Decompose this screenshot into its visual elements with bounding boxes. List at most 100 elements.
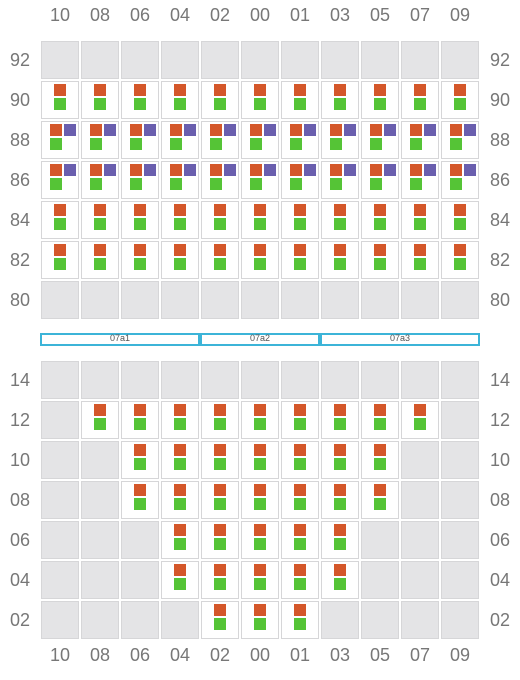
aisle-bar[interactable]: [40, 333, 200, 346]
die-slot[interactable]: [241, 601, 279, 639]
die-slot[interactable]: [401, 81, 439, 119]
die-slot[interactable]: [361, 121, 399, 159]
die-slot[interactable]: [41, 161, 79, 199]
die-slot[interactable]: [241, 561, 279, 599]
die-slot[interactable]: [121, 441, 159, 479]
column-label-bottom: 01: [289, 645, 311, 665]
die-slot[interactable]: [201, 561, 239, 599]
die-slot[interactable]: [41, 201, 79, 239]
die-slot[interactable]: [161, 521, 199, 559]
die-slot[interactable]: [361, 241, 399, 279]
orange-marker: [294, 604, 306, 616]
die-slot[interactable]: [321, 121, 359, 159]
die-slot[interactable]: [201, 441, 239, 479]
die-slot[interactable]: [401, 121, 439, 159]
row-label-right: 86: [489, 170, 511, 190]
die-slot[interactable]: [201, 481, 239, 519]
aisle-bar[interactable]: [200, 333, 320, 346]
die-slot[interactable]: [81, 81, 119, 119]
die-slot[interactable]: [401, 161, 439, 199]
die-slot[interactable]: [361, 441, 399, 479]
die-slot[interactable]: [161, 401, 199, 439]
die-slot[interactable]: [121, 161, 159, 199]
die-slot[interactable]: [81, 241, 119, 279]
die-slot[interactable]: [281, 121, 319, 159]
die-slot[interactable]: [241, 81, 279, 119]
orange-marker: [214, 444, 226, 456]
die-slot[interactable]: [41, 121, 79, 159]
die-slot[interactable]: [241, 521, 279, 559]
die-slot[interactable]: [201, 601, 239, 639]
die-slot[interactable]: [321, 201, 359, 239]
row-label-right: 06: [489, 530, 511, 550]
die-slot[interactable]: [361, 81, 399, 119]
die-slot[interactable]: [81, 201, 119, 239]
die-slot[interactable]: [41, 241, 79, 279]
die-slot[interactable]: [201, 401, 239, 439]
die-slot[interactable]: [321, 401, 359, 439]
die-slot[interactable]: [281, 81, 319, 119]
die-slot[interactable]: [161, 481, 199, 519]
die-slot[interactable]: [281, 481, 319, 519]
die-slot[interactable]: [361, 401, 399, 439]
die-slot[interactable]: [241, 241, 279, 279]
die-slot[interactable]: [441, 161, 479, 199]
die-slot[interactable]: [281, 161, 319, 199]
die-slot[interactable]: [201, 121, 239, 159]
die-slot[interactable]: [81, 121, 119, 159]
die-slot[interactable]: [441, 81, 479, 119]
die-slot[interactable]: [161, 441, 199, 479]
die-slot[interactable]: [321, 81, 359, 119]
die-slot[interactable]: [121, 201, 159, 239]
die-slot[interactable]: [321, 481, 359, 519]
die-slot[interactable]: [121, 121, 159, 159]
die-slot[interactable]: [241, 161, 279, 199]
die-slot[interactable]: [361, 481, 399, 519]
die-slot[interactable]: [241, 201, 279, 239]
die-slot[interactable]: [401, 201, 439, 239]
die-slot[interactable]: [361, 161, 399, 199]
die-slot[interactable]: [281, 401, 319, 439]
die-slot[interactable]: [281, 441, 319, 479]
die-slot[interactable]: [281, 521, 319, 559]
die-slot[interactable]: [161, 161, 199, 199]
die-slot[interactable]: [281, 561, 319, 599]
die-slot[interactable]: [161, 561, 199, 599]
die-slot[interactable]: [41, 81, 79, 119]
die-slot[interactable]: [201, 241, 239, 279]
row-label-right: 14: [489, 370, 511, 390]
die-slot[interactable]: [121, 241, 159, 279]
die-slot[interactable]: [161, 81, 199, 119]
die-slot[interactable]: [201, 521, 239, 559]
die-slot[interactable]: [201, 201, 239, 239]
die-slot[interactable]: [241, 121, 279, 159]
die-slot[interactable]: [361, 201, 399, 239]
die-slot[interactable]: [161, 241, 199, 279]
die-slot[interactable]: [201, 161, 239, 199]
die-slot[interactable]: [321, 161, 359, 199]
die-slot[interactable]: [321, 521, 359, 559]
die-slot[interactable]: [201, 81, 239, 119]
die-slot[interactable]: [121, 81, 159, 119]
die-slot[interactable]: [81, 161, 119, 199]
die-slot[interactable]: [121, 481, 159, 519]
die-slot[interactable]: [241, 441, 279, 479]
die-slot[interactable]: [281, 201, 319, 239]
die-slot[interactable]: [321, 561, 359, 599]
die-slot[interactable]: [81, 401, 119, 439]
die-slot[interactable]: [161, 121, 199, 159]
die-slot[interactable]: [121, 401, 159, 439]
die-slot[interactable]: [281, 241, 319, 279]
die-slot[interactable]: [281, 601, 319, 639]
die-slot[interactable]: [441, 121, 479, 159]
die-slot[interactable]: [441, 201, 479, 239]
die-slot[interactable]: [401, 401, 439, 439]
die-slot[interactable]: [241, 481, 279, 519]
die-slot[interactable]: [161, 201, 199, 239]
aisle-bar[interactable]: [320, 333, 480, 346]
die-slot[interactable]: [401, 241, 439, 279]
die-slot[interactable]: [321, 241, 359, 279]
die-slot[interactable]: [441, 241, 479, 279]
die-slot[interactable]: [321, 441, 359, 479]
die-slot[interactable]: [241, 401, 279, 439]
